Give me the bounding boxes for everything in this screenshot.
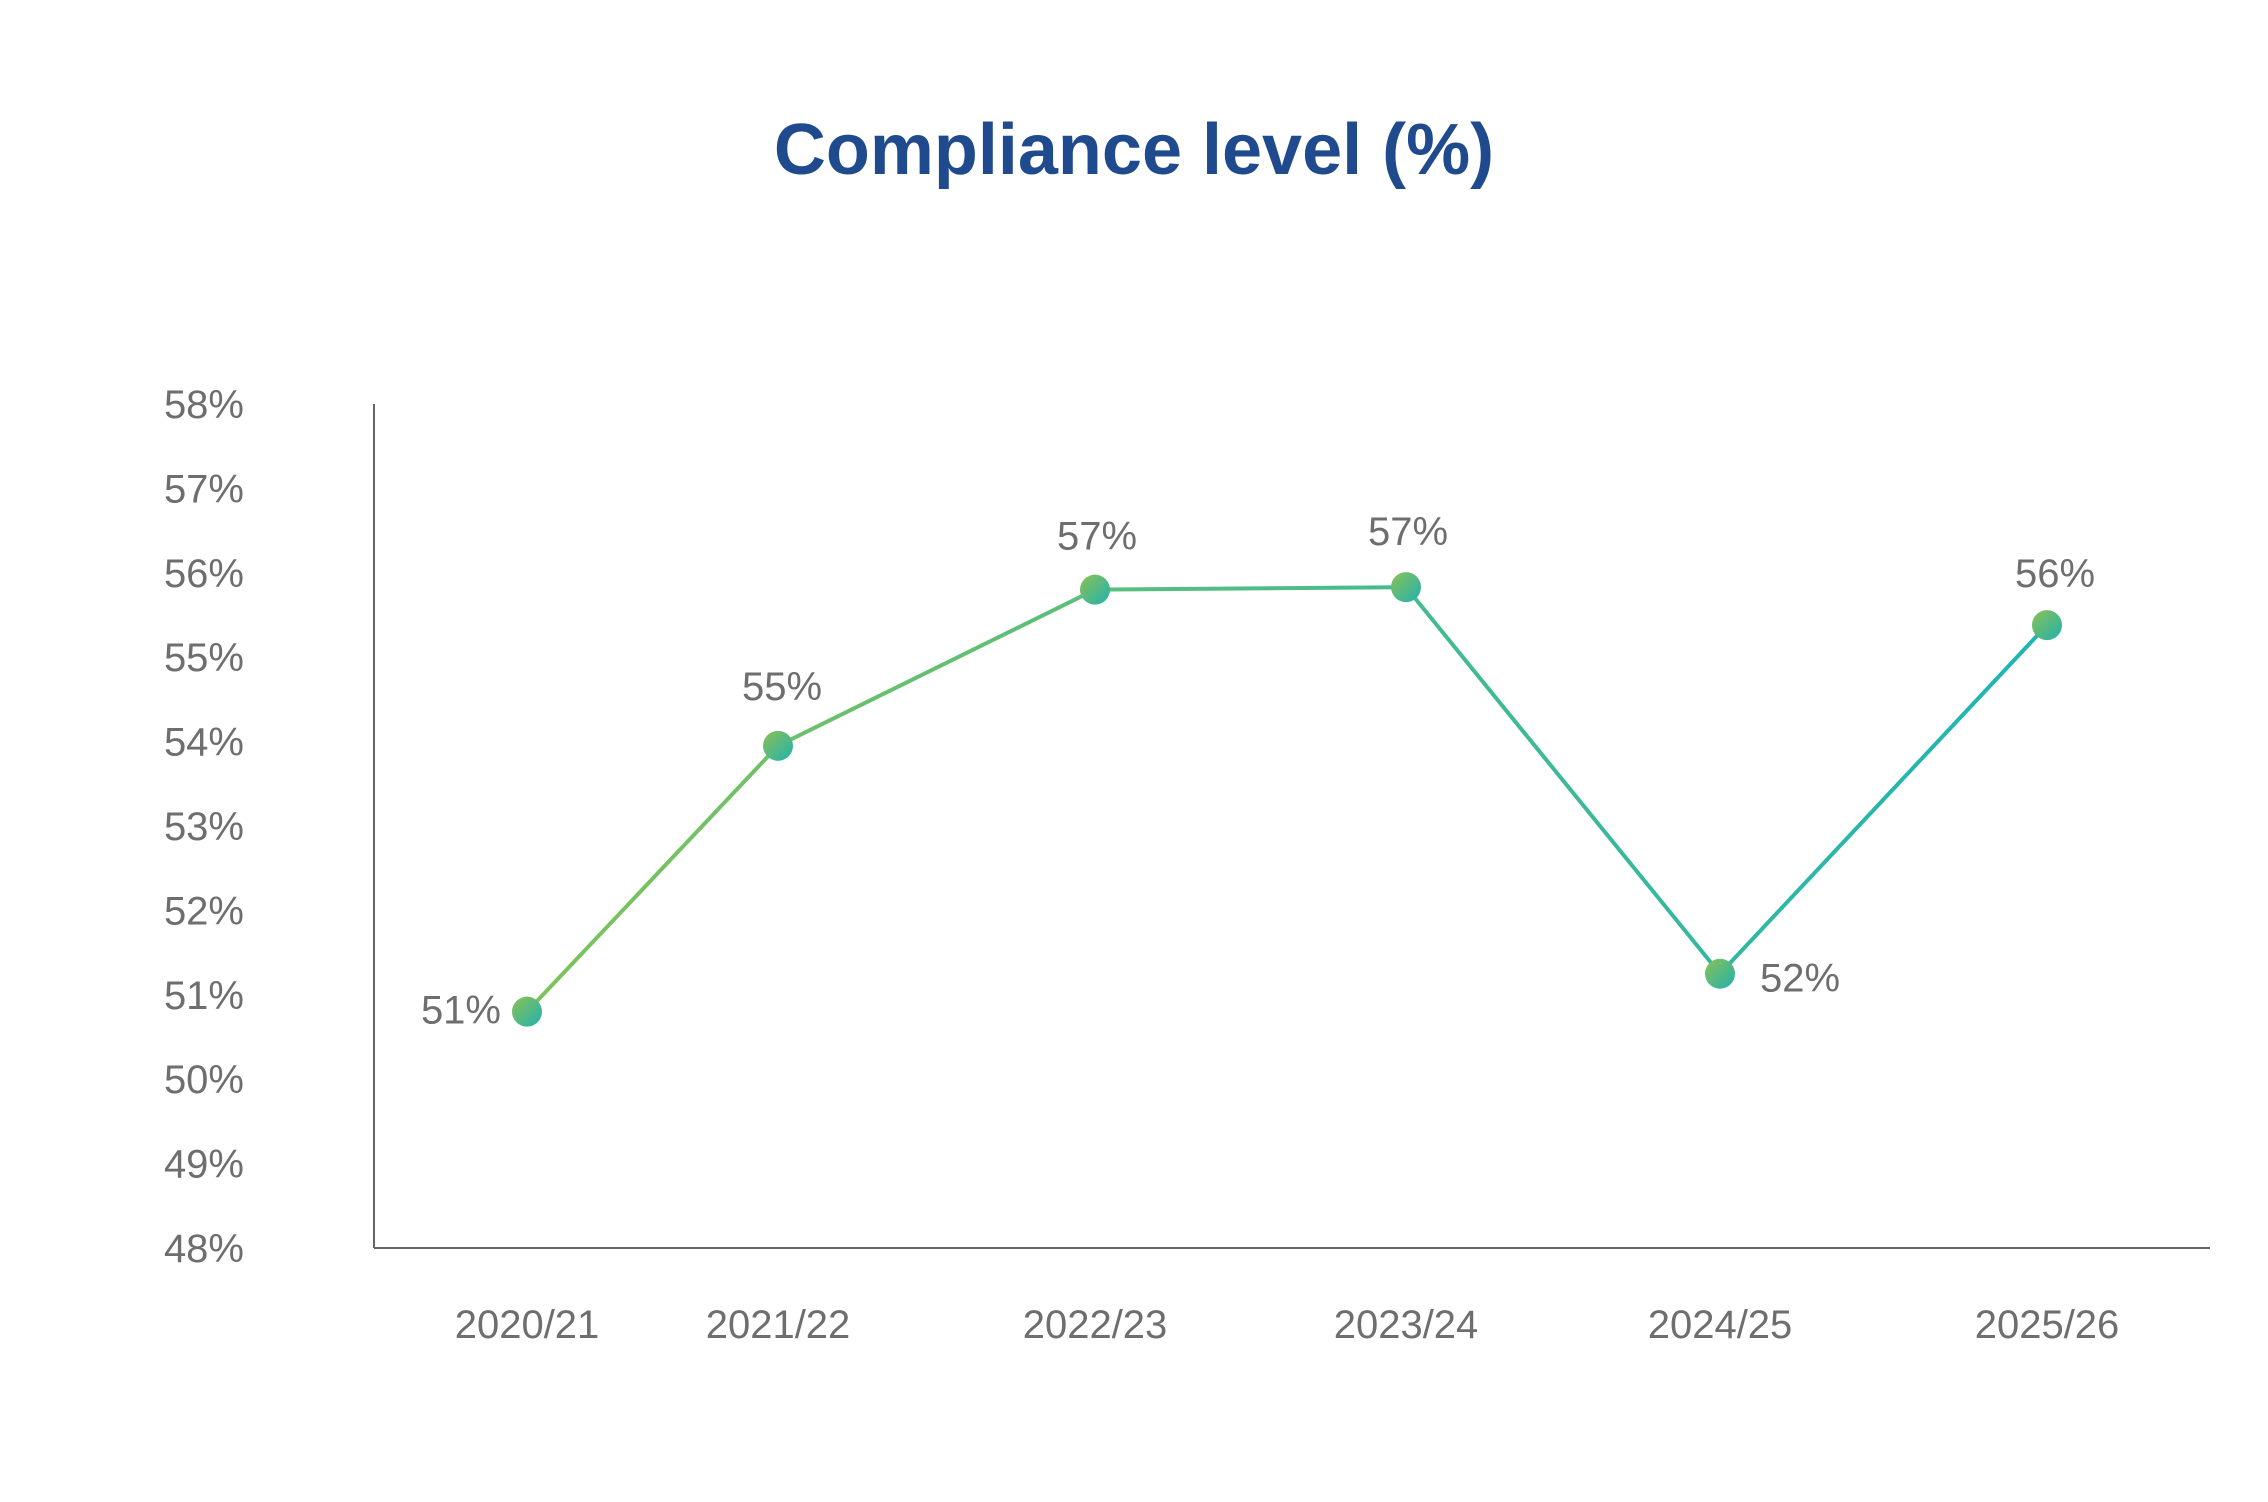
data-points bbox=[512, 572, 2062, 1027]
y-tick-label: 48% bbox=[164, 1227, 244, 1271]
y-tick-label: 57% bbox=[164, 467, 244, 511]
x-tick-label: 2025/26 bbox=[1975, 1303, 2120, 1347]
series-line bbox=[525, 585, 2049, 1014]
y-tick-label: 56% bbox=[164, 552, 244, 596]
data-label: 51% bbox=[421, 989, 501, 1033]
data-point bbox=[763, 730, 793, 761]
y-axis-ticks: 48% 49% 50% 51% 52% 53% 54% 55% 56% 57% 58% bbox=[164, 383, 244, 1271]
data-label: 57% bbox=[1368, 510, 1448, 554]
x-axis-ticks: 2020/21 2021/22 2022/23 2023/24 2024/25 2025/… bbox=[455, 1303, 2120, 1347]
data-point bbox=[1391, 572, 1421, 603]
data-point bbox=[1705, 958, 1735, 989]
y-tick-label: 58% bbox=[164, 383, 244, 427]
data-label: 56% bbox=[2015, 552, 2095, 596]
y-tick-label: 49% bbox=[164, 1143, 244, 1187]
y-tick-label: 53% bbox=[164, 805, 244, 849]
x-tick-label: 2020/21 bbox=[455, 1303, 600, 1347]
data-point bbox=[2032, 610, 2062, 641]
data-labels: 51% 55% 57% 57% 52% 56% bbox=[421, 510, 2095, 1033]
y-tick-label: 52% bbox=[164, 889, 244, 933]
data-point bbox=[512, 996, 542, 1027]
series-line-group bbox=[525, 585, 2049, 1014]
y-tick-label: 50% bbox=[164, 1058, 244, 1102]
y-tick-label: 51% bbox=[164, 974, 244, 1018]
data-label: 57% bbox=[1057, 515, 1137, 559]
x-tick-label: 2022/23 bbox=[1023, 1303, 1168, 1347]
y-tick-label: 54% bbox=[164, 721, 244, 765]
chart-title: Compliance level (%) bbox=[774, 110, 1494, 190]
data-label: 55% bbox=[742, 665, 822, 709]
x-tick-label: 2021/22 bbox=[706, 1303, 851, 1347]
x-tick-label: 2023/24 bbox=[1334, 1303, 1479, 1347]
x-tick-label: 2024/25 bbox=[1648, 1303, 1793, 1347]
data-label: 52% bbox=[1760, 957, 1840, 1001]
data-point bbox=[1080, 574, 1110, 605]
y-tick-label: 55% bbox=[164, 636, 244, 680]
